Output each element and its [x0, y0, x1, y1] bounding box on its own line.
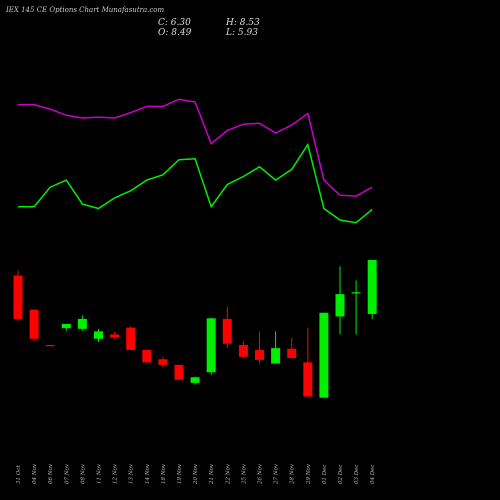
candle-body: [126, 327, 136, 350]
date-tick-label: 07 Nov: [64, 463, 70, 484]
close-readout: C: 6.30: [158, 18, 191, 28]
high-value: 8.53: [239, 18, 260, 28]
candle-body: [222, 318, 232, 344]
open-label: O:: [158, 28, 169, 38]
candle: [271, 331, 281, 364]
candle-body: [13, 275, 23, 319]
candle-body: [94, 331, 103, 339]
date-tick-label: 20 Nov: [193, 463, 199, 485]
candle-body: [351, 292, 361, 294]
date-tick-label: 28 Nov: [290, 463, 296, 485]
date-tick-label: 04 Dec: [370, 465, 376, 485]
candle-body: [158, 359, 168, 365]
candle: [190, 376, 200, 385]
date-tick-label: 26 Nov: [258, 463, 264, 485]
candle: [335, 266, 345, 335]
candle-body: [287, 348, 297, 359]
chart-title: IEX 145 CE Options Chart Munafasutra.com: [6, 6, 165, 14]
date-tick-label: 19 Nov: [177, 463, 183, 484]
candle: [351, 280, 361, 335]
date-tick-label: 21 Nov: [209, 463, 215, 485]
date-tick-label: 18 Nov: [161, 463, 167, 484]
low-readout: L: 5.93: [226, 28, 258, 38]
high-readout: H: 8.53: [226, 18, 260, 28]
candle: [174, 364, 184, 380]
candle: [222, 306, 232, 349]
date-tick-label: 27 Nov: [274, 463, 280, 485]
date-axis-labels: 31 Oct 04 Nov 06 Nov 07 Nov 08 Nov 11 Nov 12 N…: [16, 463, 376, 485]
candle-body: [190, 377, 200, 383]
candle-body: [303, 362, 313, 397]
candle-body: [255, 349, 264, 360]
candle-body: [142, 349, 152, 363]
candle-body: [206, 318, 216, 373]
candle-body: [45, 344, 55, 347]
overlay-lines: [18, 98, 373, 224]
candle: [110, 331, 120, 339]
open-readout: O: 8.49: [158, 28, 191, 38]
date-tick-label: 04 Nov: [32, 463, 38, 484]
date-tick-label: 14 Nov: [145, 463, 151, 484]
date-tick-label: 03 Dec: [354, 465, 360, 485]
date-tick-label: 31 Oct: [16, 465, 22, 484]
candle-body: [174, 364, 184, 380]
open-value: 8.49: [171, 28, 192, 38]
date-tick-label: 12 Nov: [113, 463, 119, 484]
candle: [13, 270, 23, 322]
candle-body: [319, 312, 329, 398]
overlay-line-2: [18, 98, 373, 197]
candle: [287, 337, 297, 359]
candle: [126, 326, 136, 350]
date-tick-label: 01 Dec: [322, 465, 328, 485]
candle-body: [77, 318, 87, 329]
candle: [238, 341, 248, 359]
low-label: L:: [226, 28, 236, 38]
candle: [77, 315, 87, 331]
candle: [255, 331, 264, 364]
date-tick-label: 08 Nov: [80, 463, 86, 484]
close-value: 6.30: [170, 18, 191, 28]
candle: [142, 349, 152, 363]
date-tick-label: 22 Nov: [225, 463, 231, 485]
date-tick-label: 25 Nov: [241, 463, 247, 485]
overlay-line-1: [18, 142, 373, 224]
candle-body: [110, 334, 120, 338]
candle: [158, 356, 168, 368]
date-tick-label: 11 Nov: [97, 463, 103, 484]
candle: [367, 260, 377, 319]
candle-body: [29, 309, 39, 339]
candle-body: [367, 260, 377, 314]
candle: [45, 344, 55, 347]
candle: [319, 312, 329, 398]
close-label: C:: [158, 18, 168, 28]
candle-body: [335, 294, 345, 317]
date-tick-label: 02 Dec: [338, 465, 344, 485]
candles: [13, 260, 377, 398]
candle: [94, 328, 103, 342]
date-tick-label: 06 Nov: [48, 463, 54, 484]
candle: [61, 323, 71, 331]
candle: [303, 327, 313, 398]
low-value: 5.93: [237, 28, 258, 38]
candle-body: [61, 323, 71, 329]
candle: [29, 309, 39, 342]
high-label: H:: [226, 18, 237, 28]
date-tick-label: 13 Nov: [129, 463, 135, 484]
candle-body: [238, 344, 248, 357]
date-tick-label: 29 Nov: [306, 463, 312, 485]
candle: [206, 317, 216, 375]
candle-body: [271, 348, 281, 364]
